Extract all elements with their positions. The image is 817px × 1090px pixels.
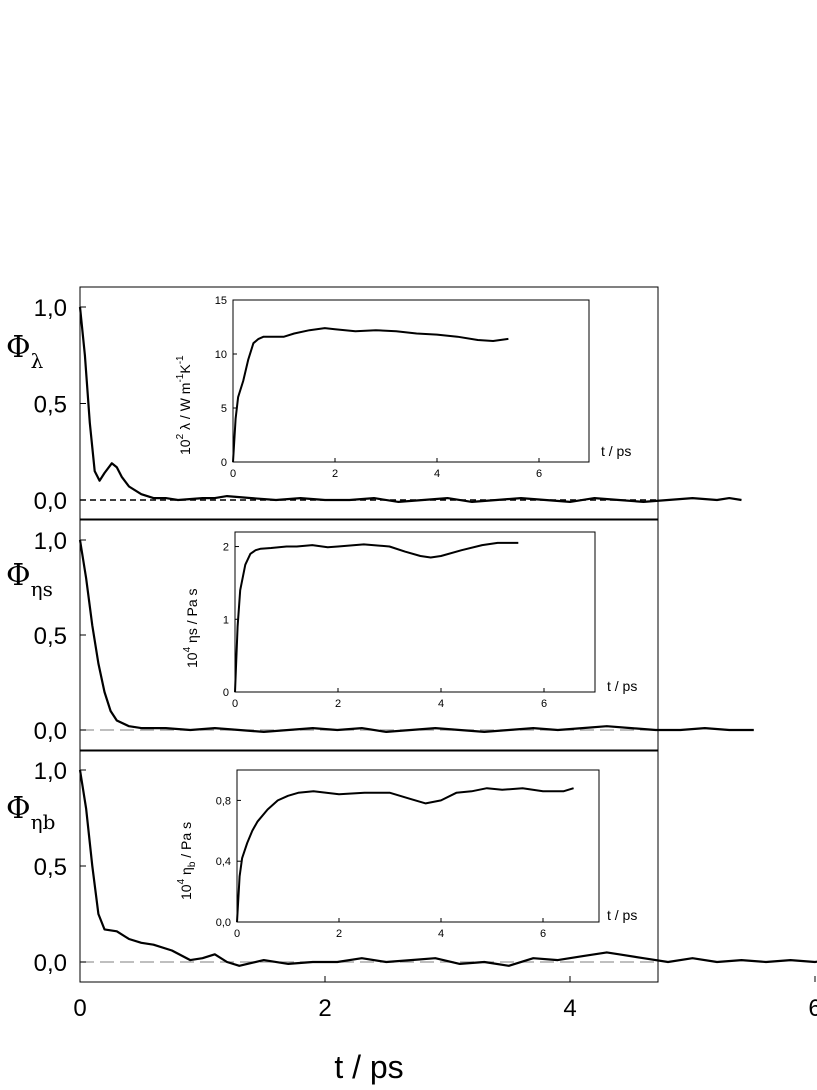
bottom-ytick-label: 1,0 <box>34 758 67 785</box>
top-inset-xtick-label: 0 <box>230 468 236 480</box>
middle-inset-ytick-label: 0 <box>223 687 229 699</box>
top-series-line <box>78 306 742 503</box>
bottom-inset-ytick-label: 0,0 <box>216 917 231 929</box>
main-xtick-label: 4 <box>563 995 576 1022</box>
bottom-panel-frame <box>79 750 659 983</box>
bottom-inset-frame <box>236 769 600 923</box>
middle-inset-ytick-label: 2 <box>223 542 229 554</box>
bottom-inset-xtick-label: 2 <box>336 928 342 940</box>
bottom-inset-ytick-label: 0,4 <box>216 856 231 868</box>
middle-series-line <box>78 539 754 734</box>
main-xtick-label: 6 <box>808 995 817 1022</box>
middle-ytick-label: 0,0 <box>34 718 67 745</box>
top-inset-ytick-label: 10 <box>215 349 227 361</box>
x-axis-title: t / ps <box>334 1049 403 1085</box>
middle-inset-xtick-label: 4 <box>438 698 444 710</box>
main-xtick-label: 0 <box>73 995 86 1022</box>
bottom-inset-ytick-label: 0,8 <box>216 795 231 807</box>
middle-inset-xlabel: t / ps <box>607 678 637 694</box>
bottom-inset-xtick-label: 4 <box>438 928 444 940</box>
top-ytick-label: 0,5 <box>34 392 67 419</box>
middle-panel-frame <box>79 519 659 751</box>
middle-ytick-label: 0,5 <box>34 623 67 650</box>
bottom-inset-xtick-label: 0 <box>234 928 240 940</box>
middle-phi-label: Φηs <box>6 558 53 601</box>
bottom-phi-label: Φηb <box>6 791 55 834</box>
middle-inset-ytick-label: 1 <box>223 614 229 626</box>
top-ytick-label: 1,0 <box>34 295 67 322</box>
middle-ytick-label: 1,0 <box>34 528 67 555</box>
top-inset-ylabel: 102 λ / W m-1K-1 <box>175 355 193 455</box>
top-inset-xtick-label: 2 <box>332 468 338 480</box>
middle-inset-series-line <box>234 541 519 693</box>
middle-inset-xtick-label: 2 <box>335 698 341 710</box>
bottom-series-line <box>78 769 817 967</box>
main-xtick-label: 2 <box>318 995 331 1022</box>
middle-inset-xtick-label: 0 <box>232 698 238 710</box>
top-panel-frame <box>79 286 659 520</box>
bottom-inset-ylabel: 104 ηb / Pa s <box>176 822 198 900</box>
middle-inset-frame <box>234 531 596 693</box>
bottom-inset-series-line <box>236 787 574 923</box>
top-inset-ytick-label: 0 <box>221 457 227 469</box>
top-phi-label: Φλ <box>6 330 44 373</box>
bottom-ytick-label: 0,0 <box>34 950 67 977</box>
bottom-inset-xtick-label: 6 <box>540 928 546 940</box>
middle-inset-xtick-label: 6 <box>541 698 547 710</box>
top-inset-series-line <box>232 327 509 463</box>
bottom-ytick-label: 0,5 <box>34 854 67 881</box>
middle-inset-ylabel: 104 ηs / Pa s <box>182 589 200 669</box>
top-inset-frame <box>232 299 590 463</box>
top-inset-xlabel: t / ps <box>601 443 631 459</box>
bottom-inset-xlabel: t / ps <box>607 907 637 923</box>
top-inset-xtick-label: 6 <box>536 468 542 480</box>
top-inset-ytick-label: 5 <box>221 403 227 415</box>
top-inset-ytick-label: 15 <box>215 295 227 307</box>
top-ytick-label: 0,0 <box>34 488 67 515</box>
top-inset-xtick-label: 4 <box>434 468 440 480</box>
chart-marks: 0,0 0,5 1,0 0 5 10 15 0 2 4 6 0,0 0,5 1,0 0 1 2 0 2 4 6 0,0 0,… <box>34 295 817 1022</box>
